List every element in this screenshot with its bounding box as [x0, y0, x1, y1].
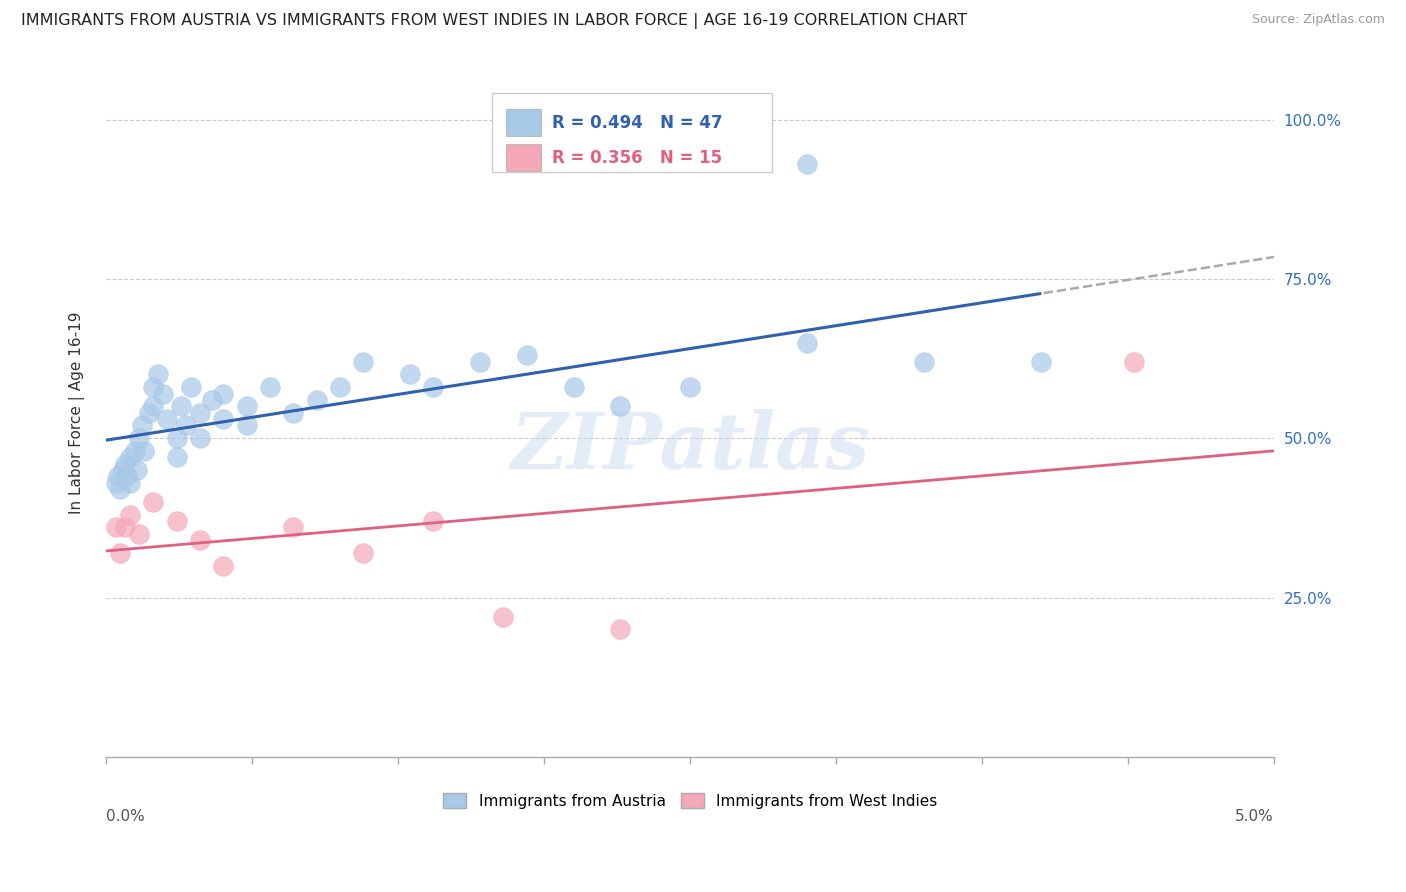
Point	[422, 514, 444, 528]
Point	[142, 400, 165, 414]
FancyBboxPatch shape	[506, 109, 541, 136]
Point	[128, 431, 150, 445]
Point	[114, 520, 136, 534]
Point	[516, 348, 538, 362]
Point	[104, 520, 127, 534]
Point	[110, 482, 132, 496]
Point	[142, 495, 165, 509]
Text: R = 0.494   N = 47: R = 0.494 N = 47	[553, 113, 723, 132]
FancyBboxPatch shape	[506, 144, 541, 171]
Point	[170, 400, 193, 414]
Point	[180, 380, 202, 394]
Point	[492, 609, 515, 624]
Point	[128, 526, 150, 541]
Point	[132, 444, 155, 458]
Text: R = 0.356   N = 15: R = 0.356 N = 15	[553, 149, 723, 167]
Point	[200, 392, 222, 407]
Point	[174, 418, 197, 433]
Point	[188, 431, 211, 445]
Point	[156, 412, 179, 426]
Point	[212, 412, 235, 426]
Point	[305, 392, 328, 407]
Point	[138, 406, 160, 420]
Point	[283, 520, 305, 534]
Text: 5.0%: 5.0%	[1236, 809, 1274, 823]
Point	[117, 469, 139, 483]
Point	[124, 444, 146, 458]
Text: ZIPatlas: ZIPatlas	[510, 409, 870, 485]
Point	[110, 546, 132, 560]
Point	[796, 157, 818, 171]
Point	[259, 380, 281, 394]
Point	[283, 406, 305, 420]
Legend: Immigrants from Austria, Immigrants from West Indies: Immigrants from Austria, Immigrants from…	[437, 787, 943, 814]
Point	[352, 546, 374, 560]
Point	[118, 475, 141, 490]
Point	[912, 355, 935, 369]
Point	[146, 368, 169, 382]
Point	[188, 406, 211, 420]
Point	[131, 418, 153, 433]
Point	[118, 508, 141, 522]
Text: Source: ZipAtlas.com: Source: ZipAtlas.com	[1251, 13, 1385, 27]
Point	[235, 400, 257, 414]
Point	[188, 533, 211, 548]
Point	[399, 368, 422, 382]
Point	[1029, 355, 1052, 369]
Point	[166, 514, 188, 528]
Text: 0.0%: 0.0%	[107, 809, 145, 823]
Point	[352, 355, 374, 369]
Point	[468, 355, 491, 369]
Point	[679, 380, 702, 394]
Point	[796, 335, 818, 350]
Point	[125, 463, 148, 477]
Text: IMMIGRANTS FROM AUSTRIA VS IMMIGRANTS FROM WEST INDIES IN LABOR FORCE | AGE 16-1: IMMIGRANTS FROM AUSTRIA VS IMMIGRANTS FR…	[21, 13, 967, 29]
Point	[609, 623, 631, 637]
Point	[118, 450, 141, 465]
FancyBboxPatch shape	[492, 93, 772, 172]
Text: In Labor Force | Age 16-19: In Labor Force | Age 16-19	[69, 311, 86, 514]
Point	[1123, 355, 1146, 369]
Point	[114, 457, 136, 471]
Point	[329, 380, 352, 394]
Point	[111, 463, 134, 477]
Point	[142, 380, 165, 394]
Point	[104, 475, 127, 490]
Point	[107, 469, 129, 483]
Point	[166, 450, 188, 465]
Point	[212, 558, 235, 573]
Point	[422, 380, 444, 394]
Point	[562, 380, 585, 394]
Point	[152, 386, 174, 401]
Point	[235, 418, 257, 433]
Point	[212, 386, 235, 401]
Point	[166, 431, 188, 445]
Point	[609, 400, 631, 414]
